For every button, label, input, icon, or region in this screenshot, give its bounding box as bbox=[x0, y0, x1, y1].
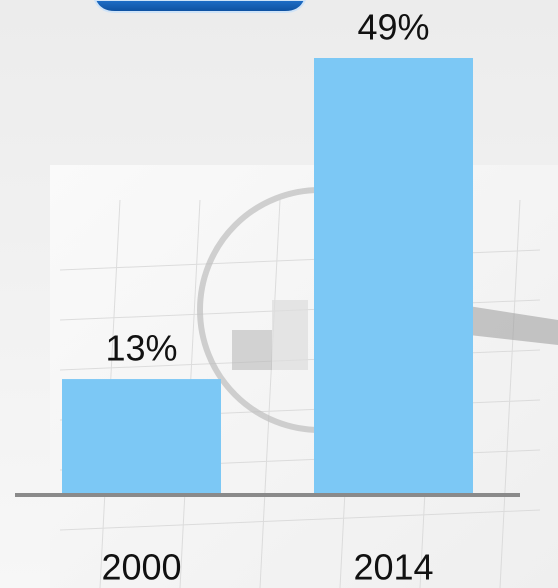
header-badge bbox=[93, 0, 307, 13]
x-tick-label: 2000 bbox=[101, 547, 181, 588]
bar bbox=[314, 58, 473, 495]
value-label: 49% bbox=[357, 7, 429, 48]
background-photo bbox=[50, 165, 558, 588]
bar bbox=[62, 379, 221, 495]
bars: 13% 2000 49% 2014 bbox=[62, 7, 473, 588]
value-label: 13% bbox=[105, 328, 177, 369]
x-tick-label: 2014 bbox=[353, 547, 433, 588]
